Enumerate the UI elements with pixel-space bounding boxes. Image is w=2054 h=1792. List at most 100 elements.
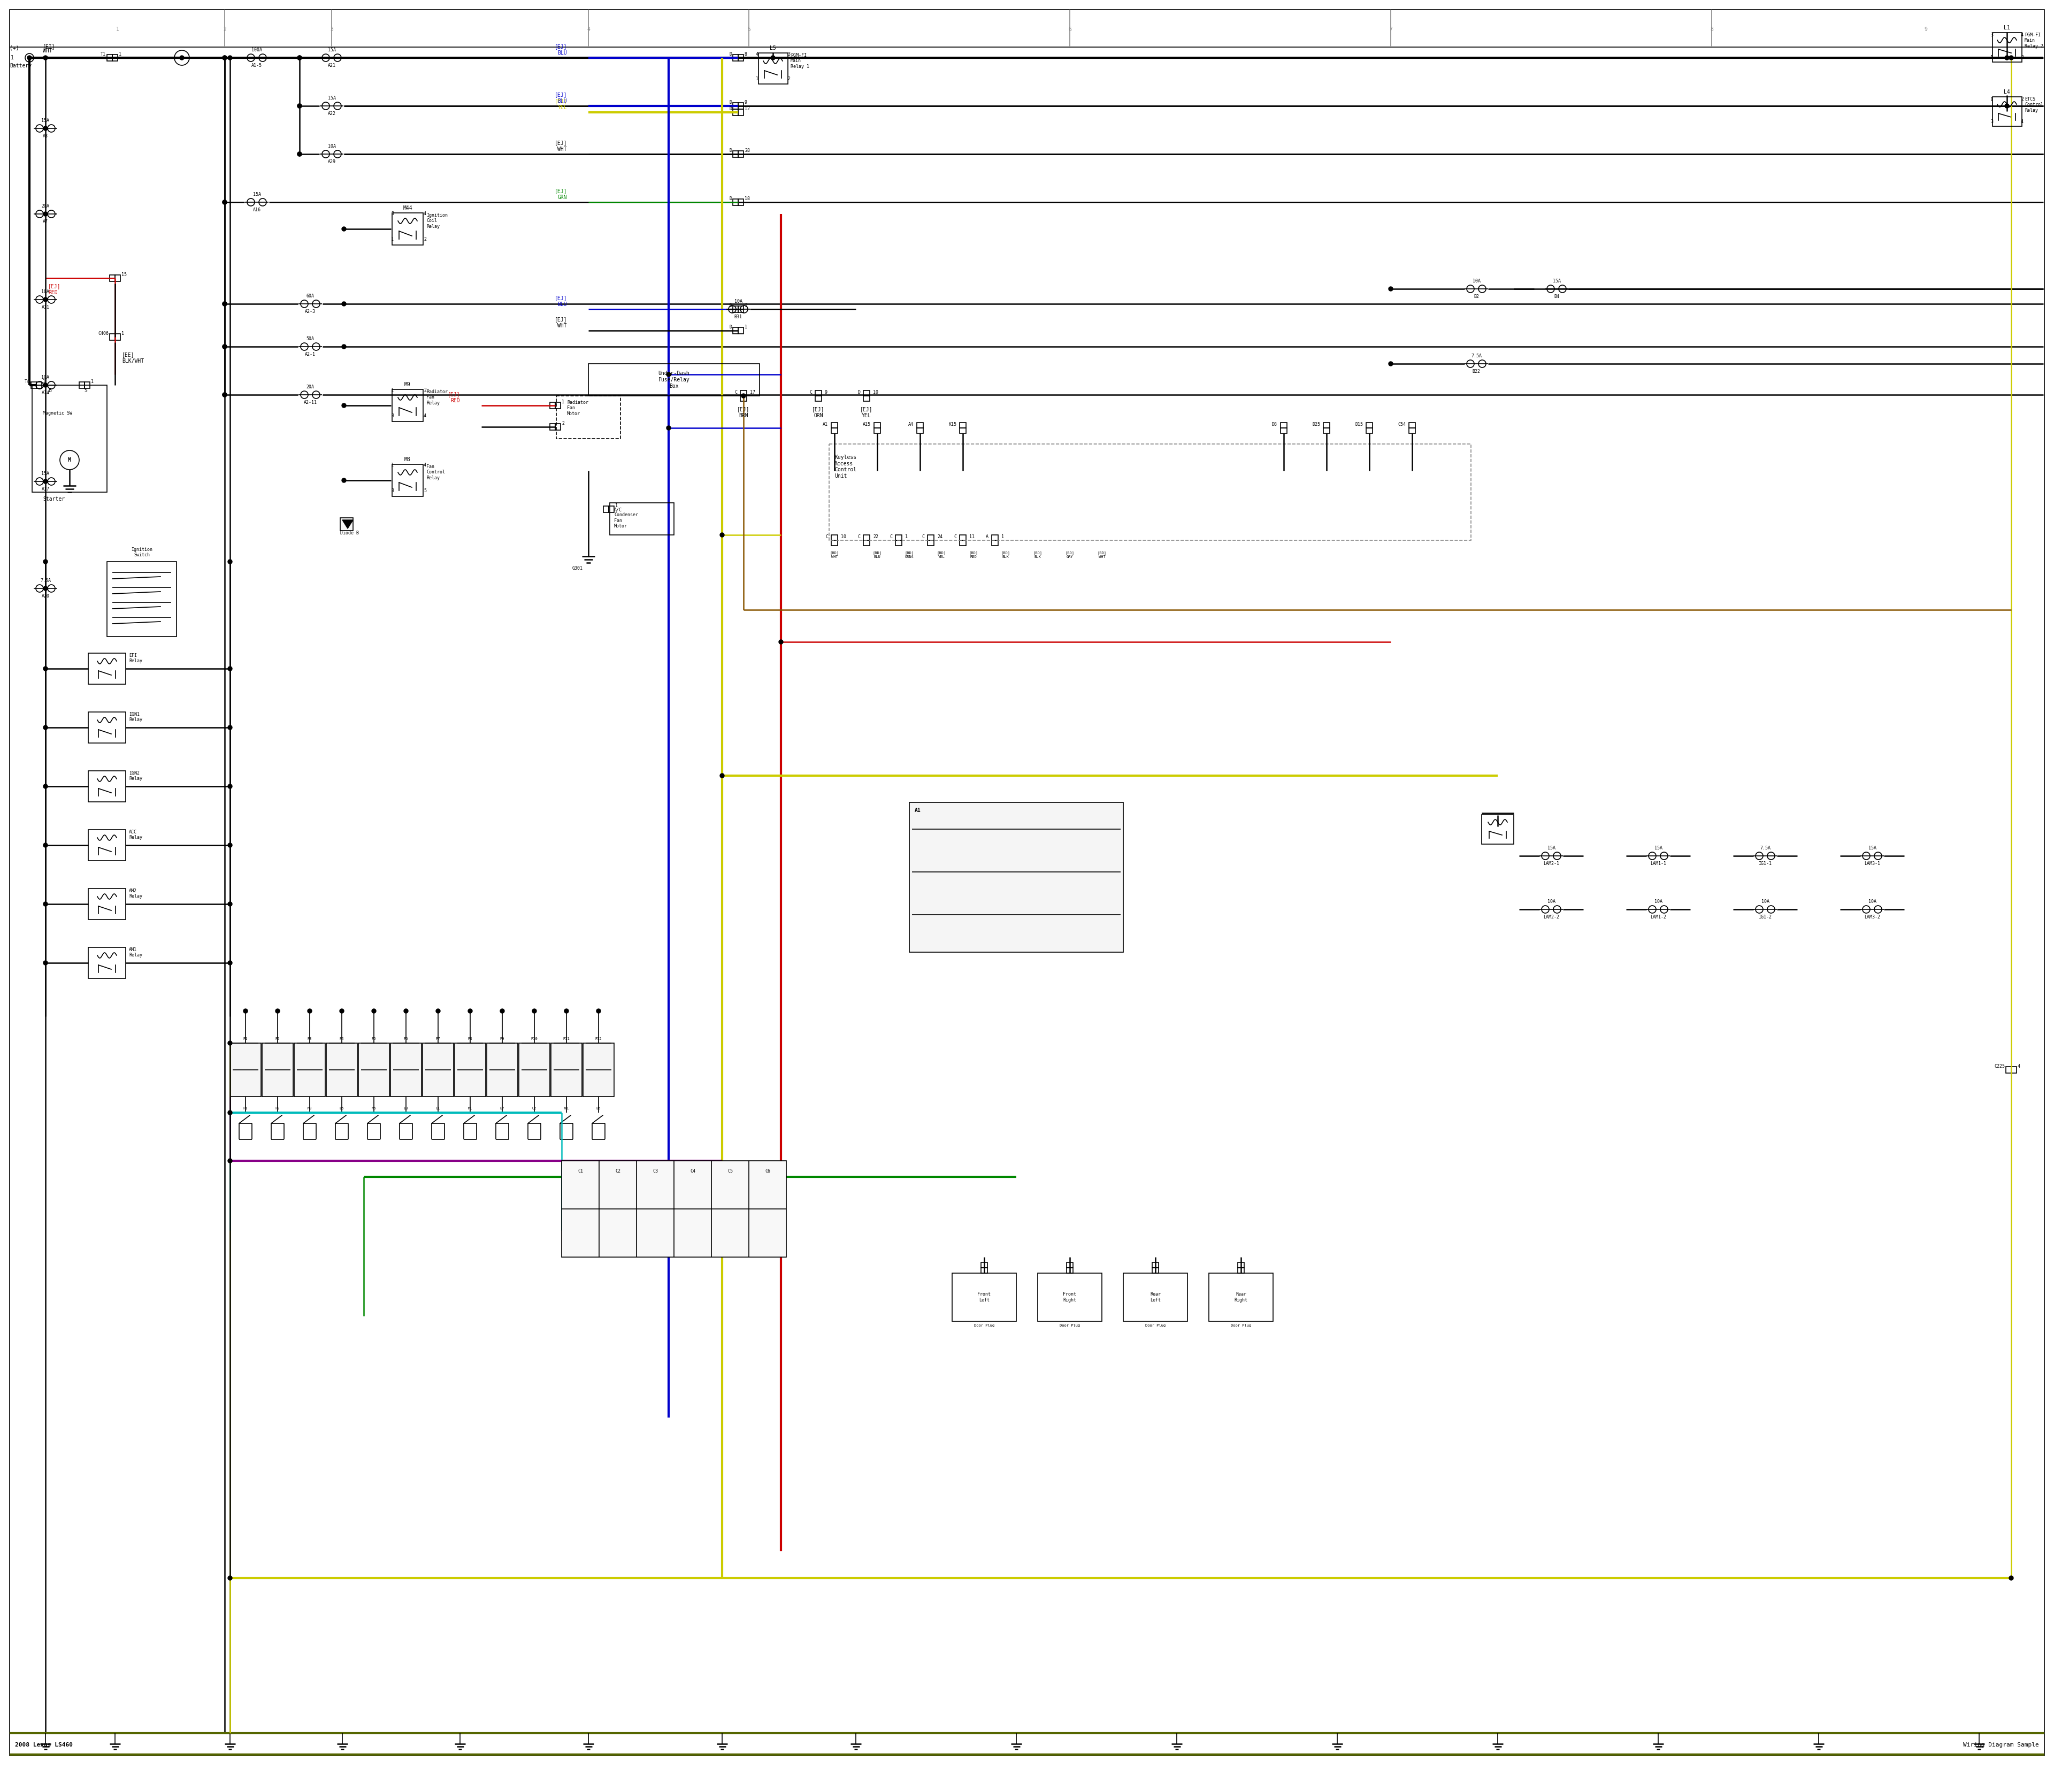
Bar xyxy=(1481,815,1514,844)
Bar xyxy=(520,1043,550,1097)
Circle shape xyxy=(298,152,302,156)
Bar xyxy=(733,328,737,333)
Bar xyxy=(37,382,41,389)
Text: A3: A3 xyxy=(43,134,47,138)
Text: 10: 10 xyxy=(840,534,846,539)
Text: 7.5A: 7.5A xyxy=(41,579,51,582)
Bar xyxy=(1239,1262,1245,1267)
Text: 10: 10 xyxy=(873,391,879,394)
Text: 4: 4 xyxy=(756,52,758,57)
Text: Battery: Battery xyxy=(10,63,31,68)
Bar xyxy=(107,561,177,636)
Text: Ignition
Coil
Relay: Ignition Coil Relay xyxy=(427,213,448,229)
Text: 10A: 10A xyxy=(1869,900,1875,903)
Bar xyxy=(1239,1267,1245,1272)
Bar xyxy=(737,54,744,61)
Bar xyxy=(982,1262,988,1267)
Text: A16: A16 xyxy=(253,208,261,213)
Circle shape xyxy=(298,104,302,108)
Circle shape xyxy=(222,344,226,349)
Text: IGN2
Relay: IGN2 Relay xyxy=(129,771,142,781)
Text: B7: B7 xyxy=(499,1107,505,1109)
Text: Rear
Right: Rear Right xyxy=(1234,1292,1247,1303)
Bar xyxy=(737,109,744,115)
Bar xyxy=(109,274,115,281)
Text: Keyless
Access
Control
Unit: Keyless Access Control Unit xyxy=(834,455,857,478)
Bar xyxy=(733,306,737,312)
Bar xyxy=(992,539,998,545)
Text: A/C
Condenser
Fan
Motor: A/C Condenser Fan Motor xyxy=(614,507,639,529)
Bar xyxy=(115,333,121,340)
Text: WHT: WHT xyxy=(557,323,567,328)
Text: M3: M3 xyxy=(308,1107,312,1109)
Text: 8: 8 xyxy=(1711,27,1713,32)
Text: 9: 9 xyxy=(826,391,828,394)
Circle shape xyxy=(181,56,185,59)
Bar xyxy=(555,401,561,409)
Text: 4: 4 xyxy=(2017,1064,2021,1070)
Circle shape xyxy=(665,373,672,376)
Bar xyxy=(916,889,924,898)
Text: 5: 5 xyxy=(748,27,750,32)
Text: 2: 2 xyxy=(224,27,226,32)
Text: 7: 7 xyxy=(1389,27,1393,32)
Text: ACC
Relay: ACC Relay xyxy=(129,830,142,840)
Text: M6: M6 xyxy=(372,1107,376,1109)
Text: 4: 4 xyxy=(423,414,427,419)
Text: Radiator
Fan
Motor: Radiator Fan Motor xyxy=(567,400,587,416)
Text: B4: B4 xyxy=(1555,294,1559,299)
Circle shape xyxy=(43,785,47,788)
Bar xyxy=(88,771,125,801)
Text: 2: 2 xyxy=(423,237,427,242)
Text: A1: A1 xyxy=(824,423,828,426)
Text: P10: P10 xyxy=(530,1038,538,1041)
Text: 17: 17 xyxy=(750,391,756,394)
Bar xyxy=(863,391,869,396)
Text: D: D xyxy=(729,100,731,106)
Text: 9: 9 xyxy=(1925,27,1927,32)
Polygon shape xyxy=(343,520,353,529)
Text: C: C xyxy=(735,391,737,394)
Text: 1: 1 xyxy=(43,380,45,383)
Text: C6: C6 xyxy=(764,1168,770,1174)
Text: C2: C2 xyxy=(614,1168,620,1174)
Text: B22: B22 xyxy=(1473,369,1481,375)
Circle shape xyxy=(228,56,232,59)
Bar xyxy=(550,423,555,430)
Bar xyxy=(2007,1066,2011,1073)
Bar xyxy=(31,382,37,389)
Text: B6: B6 xyxy=(596,1107,602,1109)
Text: Wiring Diagram Sample: Wiring Diagram Sample xyxy=(1964,1742,2040,1747)
Text: 1: 1 xyxy=(390,237,394,242)
Text: 3: 3 xyxy=(331,27,333,32)
Text: 1: 1 xyxy=(561,400,565,405)
Text: 2: 2 xyxy=(2021,56,2023,61)
Text: YEL: YEL xyxy=(557,106,567,109)
Text: D: D xyxy=(729,108,731,111)
Bar xyxy=(896,536,902,539)
Text: EFI
Relay: EFI Relay xyxy=(129,652,142,663)
Bar xyxy=(959,536,965,539)
Circle shape xyxy=(43,842,47,848)
Bar xyxy=(392,464,423,496)
Text: D: D xyxy=(729,52,731,57)
Circle shape xyxy=(222,392,226,396)
Bar xyxy=(875,423,881,428)
Text: 1: 1 xyxy=(756,77,758,82)
Circle shape xyxy=(222,392,226,396)
Text: P4: P4 xyxy=(339,1038,345,1041)
Text: 15A: 15A xyxy=(41,118,49,124)
Text: [EJ]: [EJ] xyxy=(555,188,567,194)
Text: C: C xyxy=(857,534,861,539)
Bar xyxy=(832,423,838,428)
Circle shape xyxy=(222,56,226,59)
Bar xyxy=(587,364,760,396)
Bar xyxy=(390,1043,421,1097)
Bar xyxy=(604,505,608,513)
Text: 24: 24 xyxy=(937,534,943,539)
Bar xyxy=(1060,889,1068,898)
Text: P1: P1 xyxy=(242,1107,249,1109)
Circle shape xyxy=(372,1009,376,1012)
Text: Magnetic SW: Magnetic SW xyxy=(43,410,72,416)
Text: P6: P6 xyxy=(405,1038,409,1041)
